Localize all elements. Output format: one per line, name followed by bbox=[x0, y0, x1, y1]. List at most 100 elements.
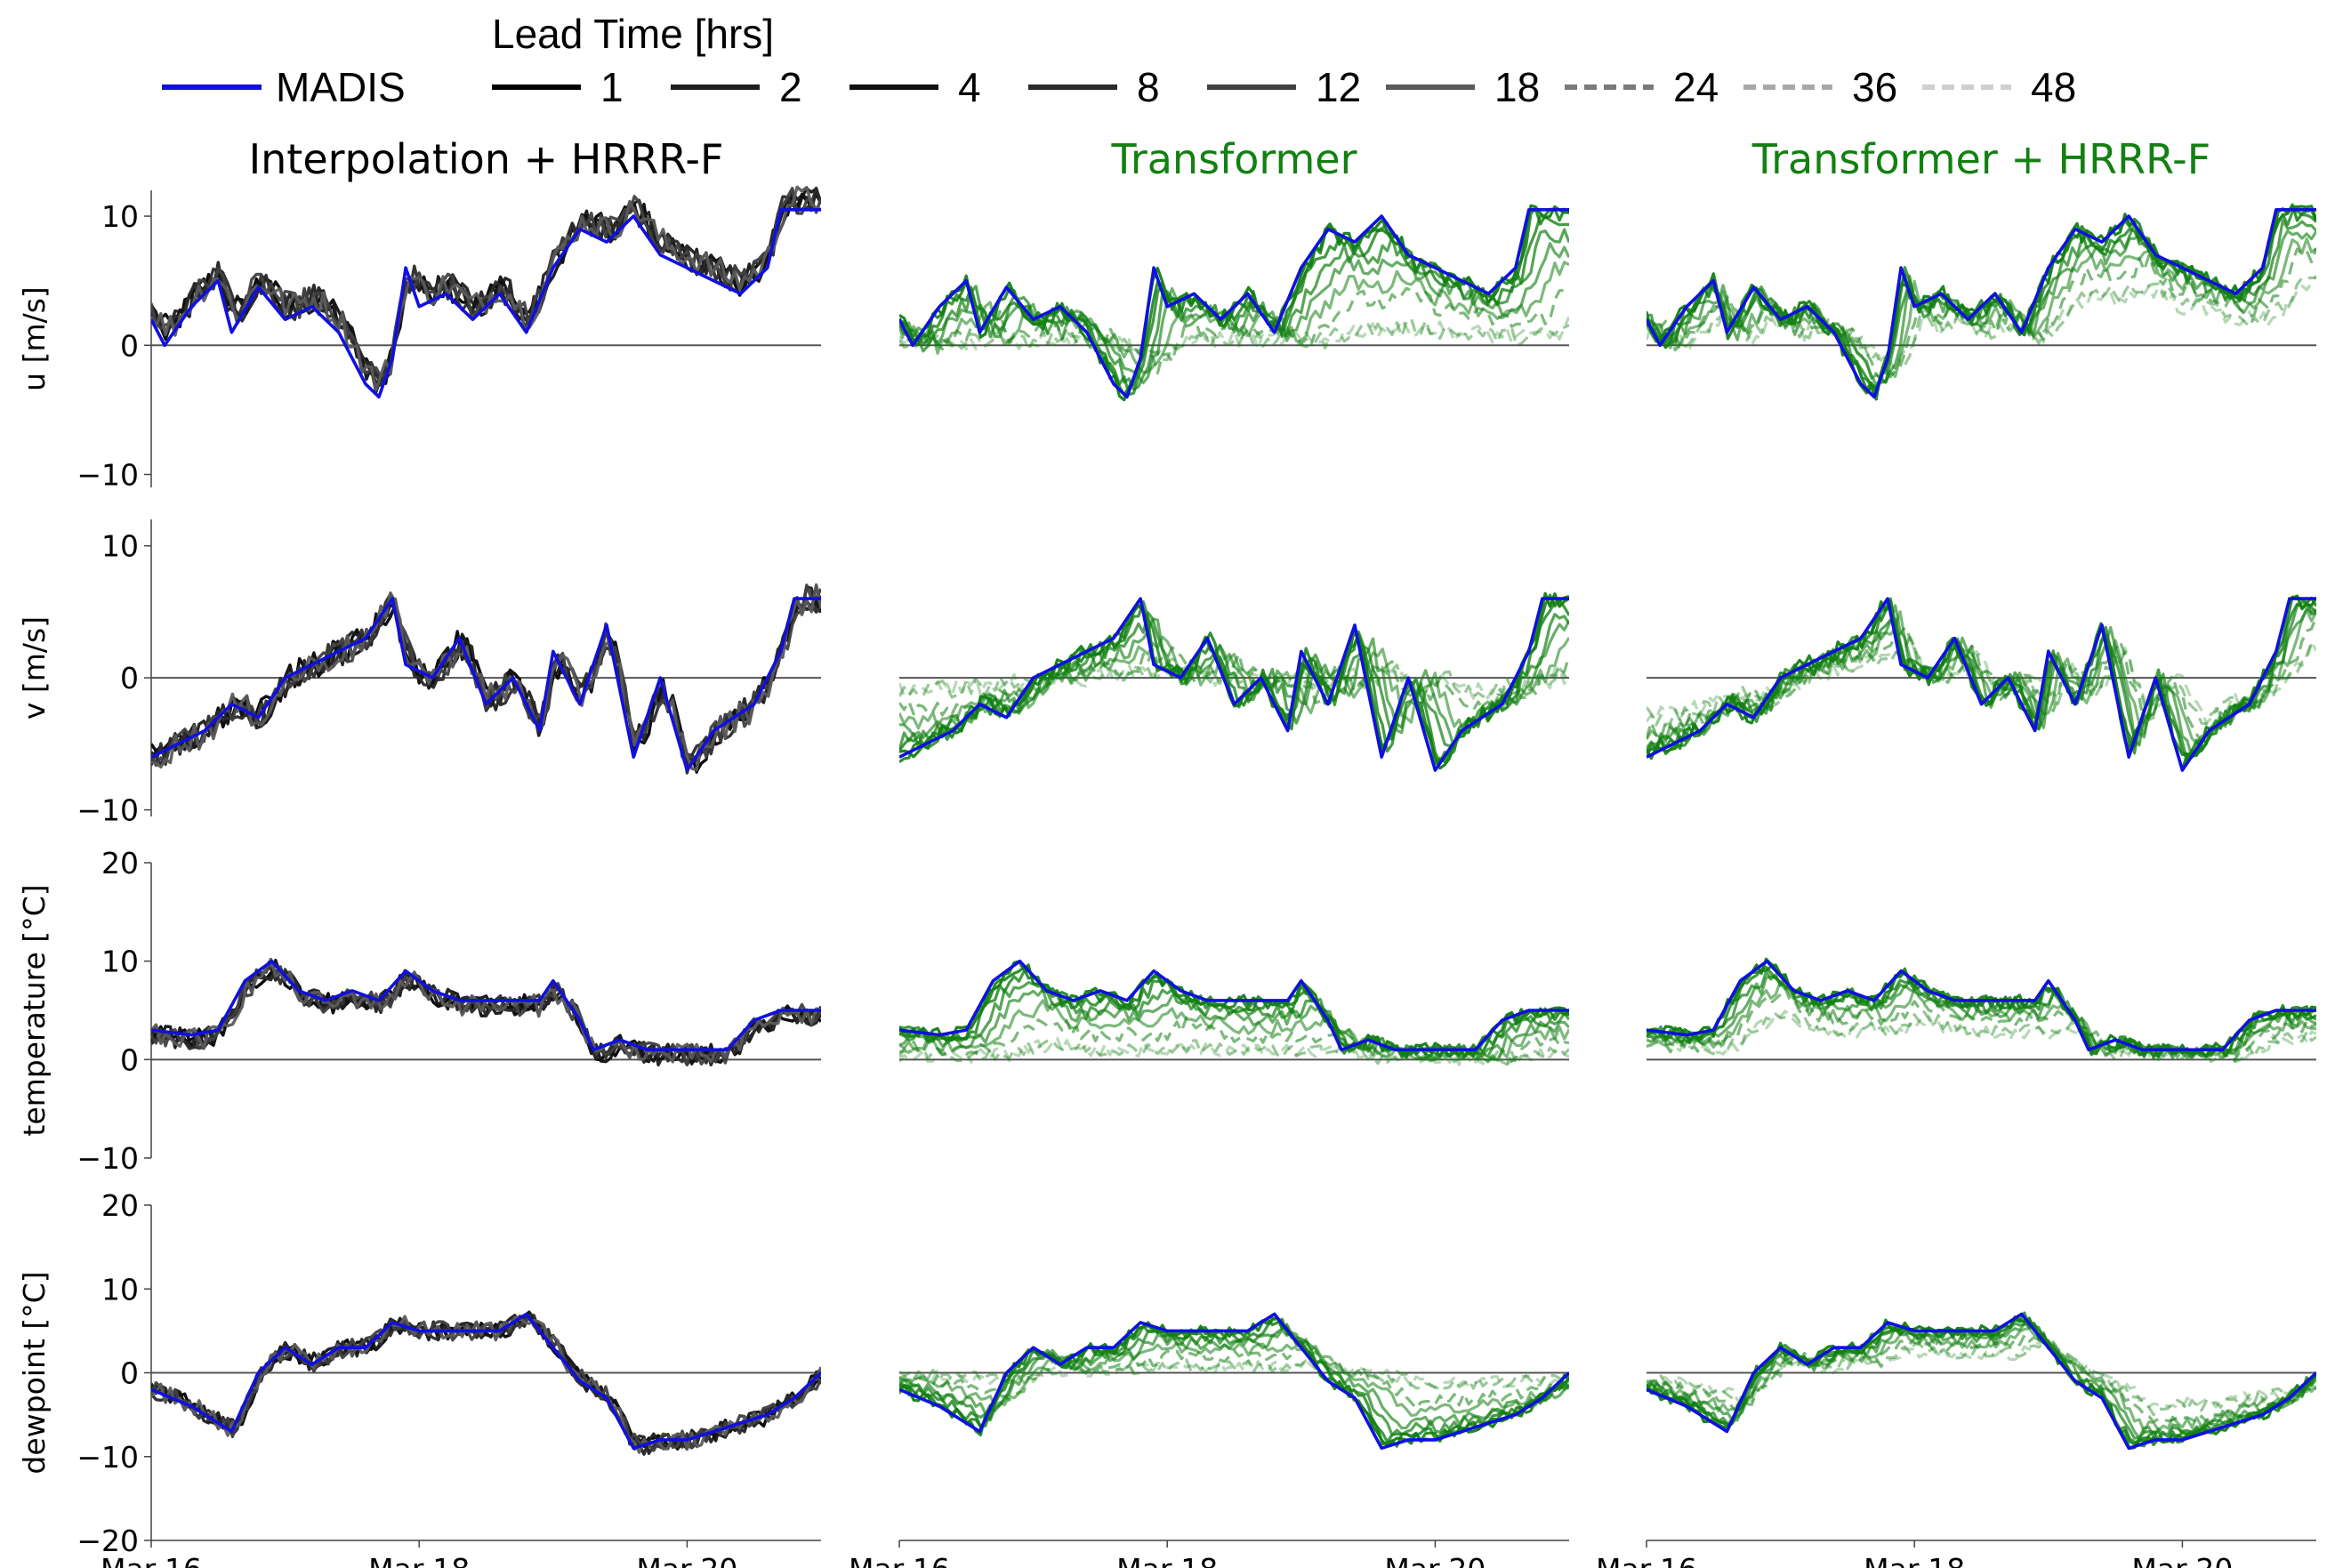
forecast-line-lead-8 bbox=[899, 981, 1569, 1059]
madis-line bbox=[151, 1312, 821, 1451]
y-tick-label: −10 bbox=[76, 1440, 139, 1475]
forecast-line-lead-1 bbox=[899, 591, 1569, 770]
x-tick-label: Mar-18 bbox=[1864, 1552, 1965, 1568]
legend-label-1: 1 bbox=[600, 64, 624, 110]
forecast-line-lead-8 bbox=[1647, 600, 2316, 762]
series-group bbox=[151, 583, 821, 775]
y-tick-label: 10 bbox=[101, 1272, 139, 1307]
column-title-1: Transformer bbox=[1110, 135, 1357, 183]
legend-items: MADIS 1 2 4 8 12 18 24 36 48 bbox=[162, 64, 2076, 110]
forecast-line-lead-18 bbox=[151, 583, 821, 772]
row-label-d: dewpoint [°C] bbox=[17, 1271, 52, 1474]
legend-label-8: 8 bbox=[1137, 64, 1160, 110]
y-tick-label: −10 bbox=[76, 1141, 139, 1176]
forecast-line-lead-24 bbox=[1647, 986, 2316, 1062]
madis-line bbox=[899, 597, 1569, 772]
x-tick-label: Mar-20 bbox=[1384, 1552, 1486, 1568]
forecast-line-lead-18 bbox=[899, 1338, 1569, 1417]
forecast-line-lead-2 bbox=[899, 966, 1569, 1059]
panel-d-0: −20 −10 0 10 20 Mar-16 Mar-18 Mar-20 bbox=[76, 1188, 821, 1568]
forecast-line-lead-36 bbox=[899, 1039, 1569, 1066]
forecast-line-lead-24 bbox=[1647, 1332, 2316, 1424]
forecast-line-lead-1 bbox=[151, 584, 821, 774]
forecast-line-lead-36 bbox=[899, 1357, 1569, 1390]
forecast-line-lead-36 bbox=[1647, 276, 2316, 375]
forecast-line-lead-2 bbox=[899, 593, 1569, 766]
series-group bbox=[1647, 1311, 2316, 1451]
legend-label-36: 36 bbox=[1852, 64, 1897, 110]
forecast-line-lead-24 bbox=[899, 286, 1569, 374]
forecast-line-lead-4 bbox=[899, 599, 1569, 764]
forecast-line-lead-48 bbox=[1647, 1341, 2316, 1410]
forecast-line-lead-36 bbox=[899, 317, 1569, 362]
y-tick-label: 10 bbox=[101, 199, 139, 234]
y-tick-label: 0 bbox=[120, 1356, 139, 1391]
forecast-line-lead-8 bbox=[1647, 1320, 2316, 1441]
series-group bbox=[899, 1312, 1569, 1451]
legend-label-48: 48 bbox=[2031, 64, 2076, 110]
forecast-line-lead-24 bbox=[899, 646, 1569, 717]
forecast-line-lead-48 bbox=[1647, 275, 2316, 371]
series-group bbox=[151, 185, 821, 399]
row-label-v: v [m/s] bbox=[17, 616, 52, 720]
series-group bbox=[1647, 203, 2316, 401]
panel-d-1: Mar-16 Mar-18 Mar-20 bbox=[849, 1312, 1569, 1568]
y-tick-label: 10 bbox=[101, 529, 139, 564]
forecast-line-lead-48 bbox=[899, 316, 1569, 356]
forecast-line-lead-2 bbox=[899, 1317, 1569, 1448]
forecast-line-lead-1 bbox=[1647, 594, 2316, 771]
madis-line bbox=[899, 959, 1569, 1052]
forecast-line-lead-36 bbox=[1647, 1340, 2316, 1417]
series-group bbox=[899, 591, 1569, 772]
panel-u-1 bbox=[899, 204, 1569, 402]
panel-v-0: −10 0 10 bbox=[76, 519, 821, 828]
forecast-line-lead-18 bbox=[899, 635, 1569, 736]
x-tick-label: Mar-20 bbox=[636, 1552, 737, 1568]
madis-line bbox=[151, 959, 821, 1052]
forecast-line-lead-12 bbox=[899, 242, 1569, 385]
madis-line bbox=[899, 1312, 1569, 1451]
forecast-line-lead-1 bbox=[1647, 957, 2316, 1058]
panels: Interpolation + HRRR-F Transformer Transfo… bbox=[17, 135, 2316, 1568]
y-tick-label: 20 bbox=[101, 846, 139, 880]
panel-d-2: Mar-16 Mar-18 Mar-20 bbox=[1596, 1311, 2316, 1568]
legend: Lead Time [hrs] MADIS 1 2 4 8 12 18 24 36 48 bbox=[162, 11, 2076, 110]
legend-label-24: 24 bbox=[1673, 64, 1719, 110]
series-group bbox=[899, 204, 1569, 402]
forecast-line-lead-36 bbox=[1647, 1010, 2316, 1064]
legend-label-12: 12 bbox=[1316, 64, 1361, 110]
x-tick-label: Mar-16 bbox=[101, 1552, 202, 1568]
y-tick-label: 10 bbox=[101, 945, 139, 979]
legend-label-2: 2 bbox=[779, 64, 802, 110]
madis-line bbox=[1647, 597, 2316, 772]
panel-t-1 bbox=[899, 959, 1569, 1066]
x-tick-label: Mar-18 bbox=[1116, 1552, 1218, 1568]
panel-t-0: −10 0 10 20 bbox=[76, 846, 821, 1176]
x-tick-label: Mar-18 bbox=[368, 1552, 470, 1568]
forecast-line-lead-36 bbox=[1647, 636, 2316, 727]
madis-line bbox=[899, 208, 1569, 399]
forecast-line-lead-8 bbox=[899, 1323, 1569, 1436]
forecast-line-lead-24 bbox=[899, 1016, 1569, 1064]
y-tick-label: 0 bbox=[120, 328, 139, 363]
forecast-line-lead-12 bbox=[1647, 1321, 2316, 1440]
panel-u-2 bbox=[1647, 203, 2316, 401]
forecast-line-lead-48 bbox=[899, 1357, 1569, 1390]
panel-t-2 bbox=[1647, 957, 2316, 1064]
y-tick-label: −20 bbox=[76, 1524, 139, 1558]
panel-u-0: −10 0 10 bbox=[76, 185, 821, 492]
y-tick-label: 20 bbox=[101, 1188, 139, 1223]
x-tick-label: Mar-16 bbox=[1596, 1552, 1697, 1568]
legend-title: Lead Time [hrs] bbox=[492, 11, 774, 57]
series-group bbox=[151, 957, 821, 1067]
series-group bbox=[151, 1310, 821, 1456]
series-group bbox=[1647, 957, 2316, 1064]
y-tick-label: −10 bbox=[76, 457, 139, 492]
forecast-line-lead-24 bbox=[1647, 615, 2316, 744]
madis-line bbox=[1647, 208, 2316, 399]
forecast-line-lead-48 bbox=[899, 1036, 1569, 1066]
series-group bbox=[1647, 594, 2316, 772]
forecast-line-lead-24 bbox=[1647, 247, 2316, 381]
